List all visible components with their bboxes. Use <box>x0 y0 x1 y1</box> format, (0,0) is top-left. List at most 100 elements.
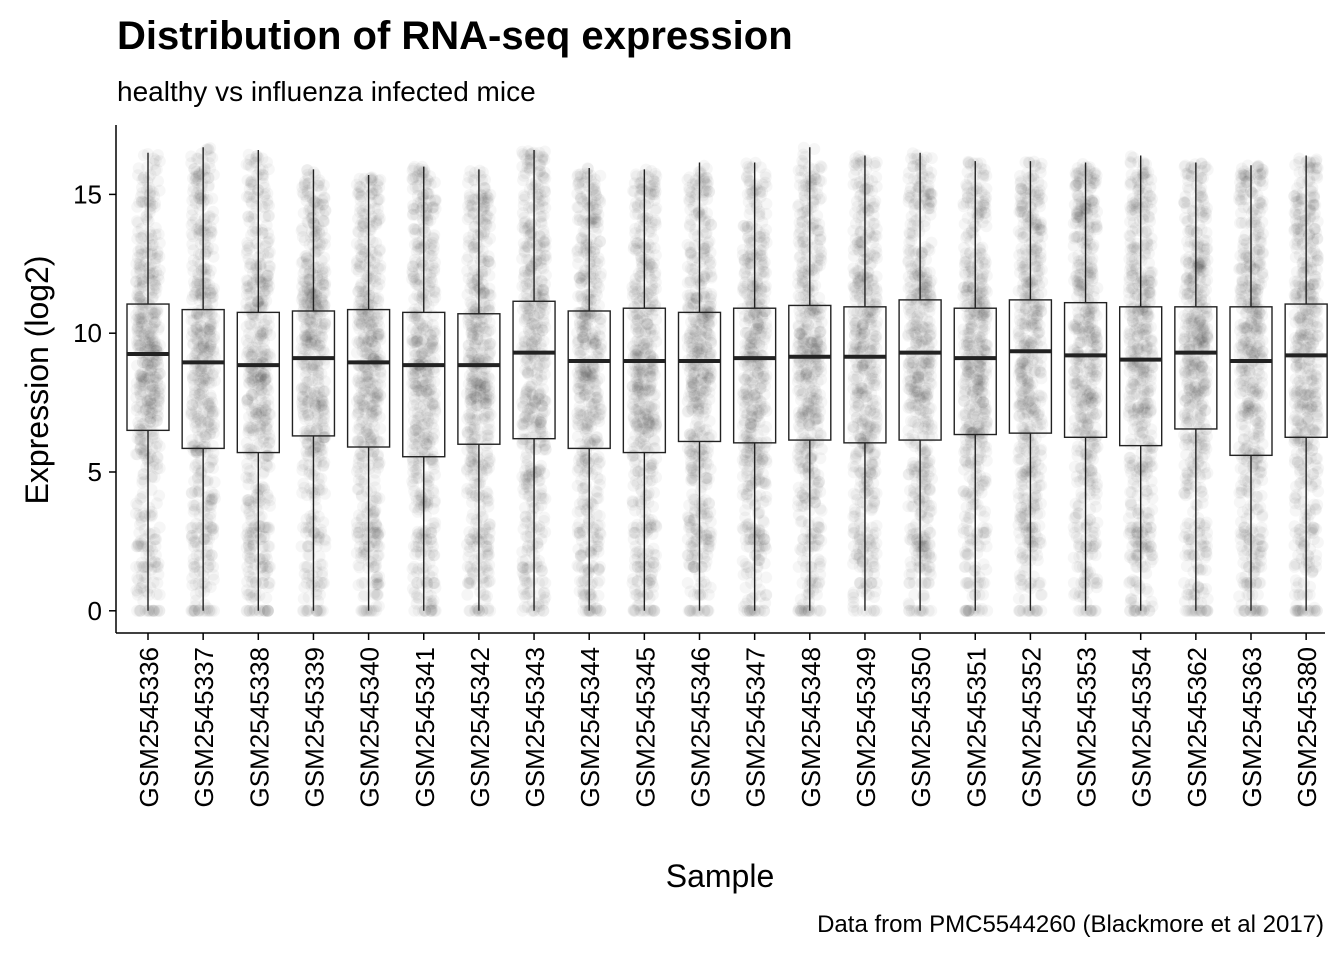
point <box>203 461 215 473</box>
point <box>264 577 276 589</box>
point <box>530 466 542 478</box>
point <box>263 313 275 325</box>
point <box>199 163 211 175</box>
point <box>240 471 252 483</box>
point <box>311 589 323 601</box>
point <box>132 326 144 338</box>
point <box>355 605 367 617</box>
point <box>421 213 433 225</box>
point <box>204 605 216 617</box>
point <box>358 591 370 603</box>
point <box>371 322 383 334</box>
point <box>409 239 421 251</box>
point <box>198 214 210 226</box>
point <box>245 422 257 434</box>
point <box>480 439 492 451</box>
point <box>525 154 537 166</box>
point <box>241 529 253 541</box>
point <box>585 310 597 322</box>
point <box>313 180 325 192</box>
point <box>425 272 437 284</box>
point <box>319 266 331 278</box>
point <box>245 179 257 191</box>
point <box>297 394 309 406</box>
point <box>254 562 266 574</box>
point <box>429 517 441 529</box>
point <box>262 605 274 617</box>
point <box>153 558 165 570</box>
point <box>311 237 323 249</box>
point <box>305 289 317 301</box>
point <box>298 383 310 395</box>
point <box>148 455 160 467</box>
point <box>535 533 547 545</box>
point <box>539 304 551 316</box>
point <box>318 457 330 469</box>
point <box>313 605 325 617</box>
point <box>580 444 592 456</box>
point <box>353 392 365 404</box>
point <box>242 240 254 252</box>
point <box>133 293 145 305</box>
point <box>154 155 166 167</box>
point <box>576 232 588 244</box>
point <box>593 282 605 294</box>
point <box>319 299 331 311</box>
point <box>203 490 215 502</box>
point <box>304 191 316 203</box>
point <box>254 260 266 272</box>
point <box>313 531 325 543</box>
point <box>576 457 588 469</box>
point <box>408 605 420 617</box>
point <box>260 429 272 441</box>
point <box>374 457 386 469</box>
point <box>299 561 311 573</box>
point <box>539 577 551 589</box>
point <box>595 403 607 415</box>
point <box>407 571 419 583</box>
point <box>134 249 146 261</box>
point <box>471 578 483 590</box>
point <box>421 581 433 593</box>
point <box>589 179 601 191</box>
point <box>370 600 382 612</box>
point <box>351 347 363 359</box>
point <box>352 225 364 237</box>
point <box>243 448 255 460</box>
point <box>249 222 261 234</box>
point <box>469 414 481 426</box>
point <box>533 520 545 532</box>
point <box>241 274 253 286</box>
point <box>407 200 419 212</box>
point <box>535 492 547 504</box>
point <box>470 316 482 328</box>
point <box>194 329 206 341</box>
point <box>205 521 217 533</box>
point <box>361 507 373 519</box>
point <box>360 311 372 323</box>
point <box>131 267 143 279</box>
point <box>474 390 486 402</box>
point <box>249 342 261 354</box>
point <box>413 540 425 552</box>
point <box>374 263 386 275</box>
point <box>207 440 219 452</box>
point <box>526 336 538 348</box>
point <box>194 549 206 561</box>
point <box>538 594 550 606</box>
point <box>409 432 421 444</box>
point <box>591 492 603 504</box>
point <box>585 250 597 262</box>
point <box>148 374 160 386</box>
point <box>517 583 529 595</box>
chart-title: Distribution of RNA-seq expression <box>117 14 793 58</box>
point <box>299 250 311 262</box>
point <box>467 508 479 520</box>
point <box>314 550 326 562</box>
point <box>535 216 547 228</box>
chart-subtitle: healthy vs influenza infected mice <box>117 76 536 107</box>
point <box>150 287 162 299</box>
point <box>462 177 474 189</box>
point <box>261 450 273 462</box>
point <box>204 398 216 410</box>
